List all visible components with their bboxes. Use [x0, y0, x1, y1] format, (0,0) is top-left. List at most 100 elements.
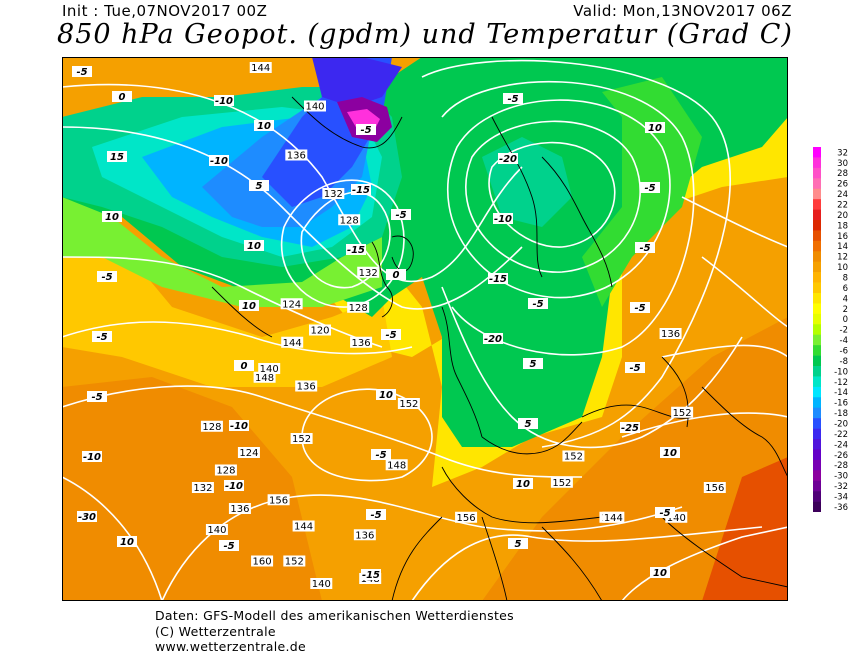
legend-swatch [813, 428, 821, 440]
weather-map: 144 140 136 132 128 124 120 148 152 156 160 132 128 1… [62, 57, 788, 601]
temperature-label: -20 [499, 154, 517, 165]
contour-label-box [310, 578, 333, 589]
geopotential-label: 136 [661, 329, 680, 340]
data-source: Daten: GFS-Modell des amerikanischen Wet… [155, 608, 514, 623]
legend-swatch [813, 324, 821, 336]
legend-label: 22 [837, 200, 848, 210]
temp-label-box [229, 420, 249, 431]
geopotential-label: 128 [340, 215, 359, 226]
contour-label-box [338, 214, 361, 226]
copyright: (C) Wetterzentrale [155, 623, 276, 639]
temperature-legend: 32302826242220181614121086420-2-4-6-8-10… [813, 147, 848, 512]
contour-label-box [602, 511, 625, 523]
geopotential-label: 136 [287, 151, 306, 162]
legend-label: 20 [837, 211, 848, 221]
geopotential-label: 128 [216, 466, 235, 477]
temperature-label: 10 [648, 123, 662, 134]
legend-label: -28 [834, 461, 848, 471]
contour-label-box [347, 301, 370, 313]
temperature-label: 10 [247, 241, 261, 252]
temperature-label: -5 [375, 450, 386, 461]
contour-label-box [292, 520, 315, 532]
legend-label: 2 [843, 305, 848, 315]
temp-label-box [488, 273, 508, 284]
temperature-label: -10 [215, 96, 233, 107]
geopotential-label: 144 [294, 522, 313, 533]
temp-label-box [209, 155, 229, 166]
temp-label-box [244, 240, 264, 251]
legend-swatch [813, 407, 821, 419]
legend-swatch [813, 178, 821, 190]
contour-label-box [191, 482, 214, 493]
temperature-label: -5 [629, 363, 640, 374]
legend-label: -8 [840, 357, 848, 367]
legend-swatch [813, 230, 821, 242]
legend-swatch [813, 293, 821, 304]
legend-label: 30 [837, 159, 848, 169]
temp-field-lime [62, 197, 382, 307]
legend-swatch [813, 147, 821, 158]
temp-label-box [92, 331, 112, 342]
geopotential-label: 152 [564, 452, 583, 463]
legend-label: 10 [837, 263, 848, 273]
temperature-label: -5 [395, 210, 406, 221]
temp-label-box [528, 298, 548, 309]
temp-label-box [361, 569, 381, 580]
legend-swatch [813, 272, 821, 283]
legend-label: -30 [834, 472, 848, 482]
geopotential-label: 152 [285, 557, 304, 568]
contour-label-box [562, 450, 585, 462]
temperature-label: -5 [507, 94, 518, 105]
contour-label-box [671, 406, 694, 418]
temp-label-box [77, 511, 97, 522]
legend-swatch [813, 366, 821, 377]
contour-label-box [322, 188, 345, 199]
website-link[interactable]: www.wetterzentrale.de [155, 639, 306, 654]
legend-label: 32 [837, 148, 848, 158]
legend-label: -26 [834, 451, 848, 461]
legend-label: 4 [843, 294, 848, 304]
temp-label-box [356, 124, 376, 135]
geopotential-label: 144 [283, 338, 302, 349]
geopotential-label: 136 [352, 338, 371, 349]
geopotential-label: 132 [193, 483, 212, 494]
temp-label-box [513, 478, 533, 489]
temp-label-box [518, 418, 538, 429]
legend-swatch [813, 157, 821, 169]
geopotential-label: 136 [355, 530, 374, 541]
legend-label: 8 [843, 273, 848, 283]
init-time: Init : Tue,07NOV2017 00Z [62, 2, 268, 20]
temp-label-box [483, 333, 503, 344]
geopotential-label: 160 [253, 557, 272, 568]
temp-label-box [224, 480, 244, 491]
temperature-label: -15 [489, 274, 507, 285]
temperature-label: -5 [532, 299, 543, 310]
geopotential-label: 144 [251, 63, 270, 74]
legend-label: -4 [840, 336, 848, 346]
temperature-label: 10 [242, 301, 256, 312]
contour-label-box [665, 511, 688, 523]
legend-label: -6 [840, 346, 848, 356]
temperature-label: -5 [634, 303, 645, 314]
geopotential-label: 140 [207, 525, 226, 536]
temp-label-box [112, 91, 132, 102]
geopotential-label: 140 [312, 579, 331, 590]
temperature-label: -5 [639, 243, 650, 254]
temperature-label: -25 [621, 423, 639, 434]
temp-label-box [87, 391, 107, 402]
legend-swatch [813, 449, 821, 461]
legend-label: 26 [837, 180, 848, 190]
contour-label-box [285, 149, 308, 161]
contour-label-box [455, 511, 478, 523]
geopotential-label: 156 [269, 495, 288, 506]
legend-swatch [813, 397, 821, 409]
legend-label: 6 [843, 284, 848, 294]
temp-label-box [97, 271, 117, 282]
temperature-label: 5 [525, 419, 532, 430]
contour-label-box [304, 100, 326, 112]
legend-label: -24 [834, 440, 848, 450]
legend-label: 24 [837, 190, 848, 200]
temp-label-box [239, 300, 259, 311]
temp-label-box [645, 122, 665, 133]
temperature-label: -5 [223, 541, 234, 552]
